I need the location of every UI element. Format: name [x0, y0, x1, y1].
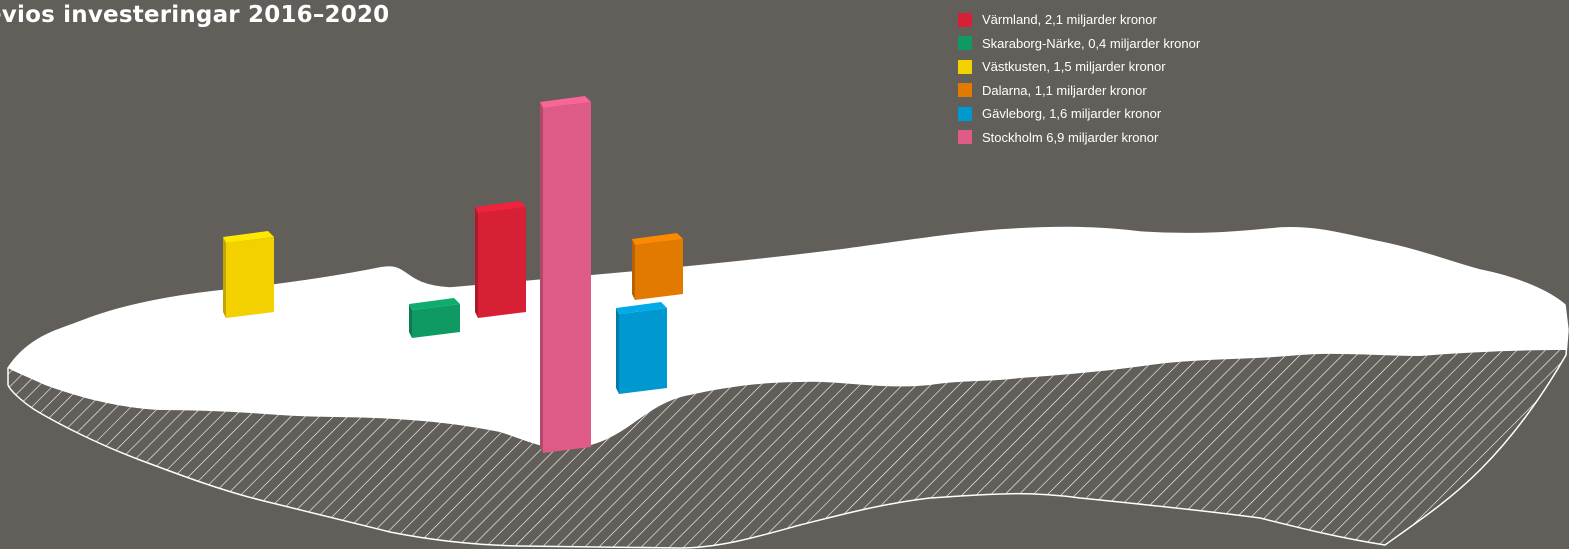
bar-front: [619, 308, 667, 394]
legend-swatch: [958, 36, 972, 51]
bar-side: [540, 102, 543, 453]
bar: [223, 231, 274, 318]
bar-side: [475, 207, 478, 318]
bar: [409, 298, 460, 338]
bar-front: [478, 207, 526, 318]
bars-group: [223, 96, 683, 453]
bar-top: [223, 231, 274, 243]
bar-front: [412, 304, 460, 338]
bar-top: [475, 201, 526, 213]
bar-side: [223, 237, 226, 318]
bar-top: [632, 233, 683, 245]
legend-label: Västkusten, 1,5 miljarder kronor: [982, 59, 1166, 75]
legend-item: Skaraborg-Närke, 0,4 miljarder kronor: [958, 33, 1200, 54]
bar-side: [409, 304, 412, 338]
bar-side: [616, 308, 619, 394]
legend-item: Dalarna, 1,1 miljarder kronor: [958, 80, 1200, 101]
legend-item: Värmland, 2,1 miljarder kronor: [958, 9, 1200, 30]
legend-label: Dalarna, 1,1 miljarder kronor: [982, 82, 1147, 98]
legend-label: Stockholm 6,9 miljarder kronor: [982, 129, 1159, 145]
map-top-surface: [8, 227, 1568, 449]
bar-side: [632, 239, 635, 300]
legend-swatch: [958, 12, 972, 27]
legend-label: Gävleborg, 1,6 miljarder kronor: [982, 106, 1162, 122]
bar-front: [226, 237, 274, 318]
legend-item: Gävleborg, 1,6 miljarder kronor: [958, 103, 1200, 124]
bar-front: [635, 239, 683, 300]
legend-swatch: [958, 130, 972, 145]
bar: [475, 201, 526, 318]
bar-top: [616, 302, 667, 314]
bar-top: [409, 298, 460, 310]
legend-swatch: [958, 83, 972, 98]
legend: Värmland, 2,1 miljarder kronor Skaraborg-…: [958, 9, 1200, 151]
bar-top: [540, 96, 591, 108]
legend-label: Värmland, 2,1 miljarder kronor: [982, 12, 1157, 27]
bar: [616, 302, 667, 394]
chart-title: evios investeringar 2016–2020: [0, 2, 390, 28]
legend-item: Stockholm 6,9 miljarder kronor: [958, 127, 1200, 148]
map-shape: [7, 226, 1569, 549]
legend-label: Skaraborg-Närke, 0,4 miljarder kronor: [982, 35, 1201, 51]
legend-item: Västkusten, 1,5 miljarder kronor: [958, 56, 1200, 77]
legend-swatch: [958, 106, 972, 121]
legend-swatch: [958, 59, 972, 74]
bar: [632, 233, 683, 300]
bar-front: [543, 102, 591, 453]
bar: [540, 96, 591, 453]
